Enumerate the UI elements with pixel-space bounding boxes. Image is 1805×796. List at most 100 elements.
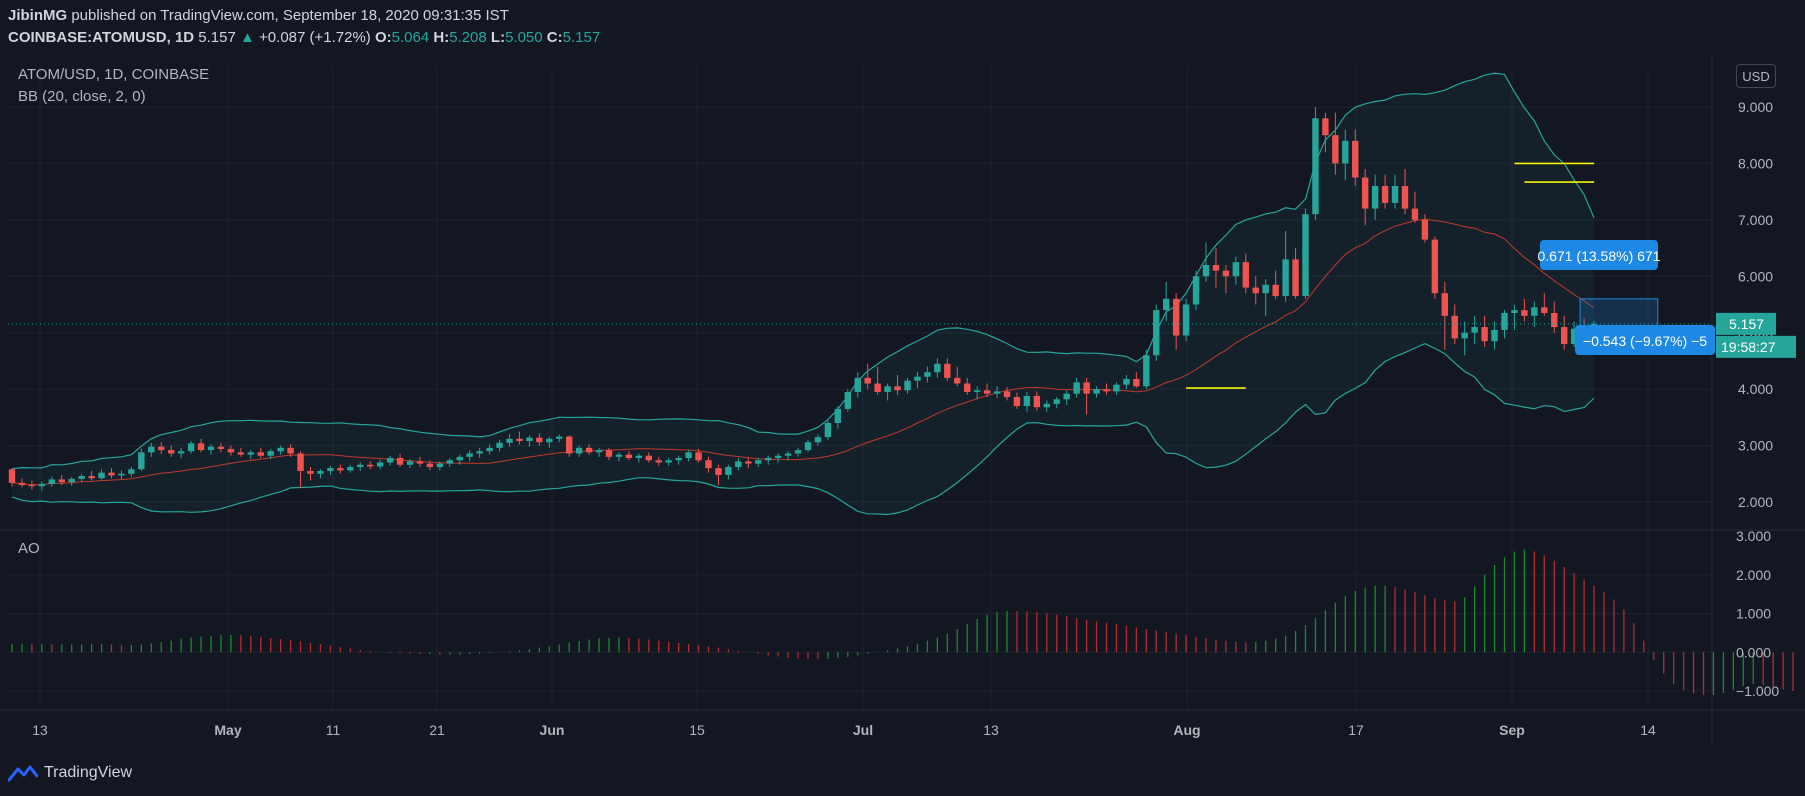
candle-body [347,467,354,471]
candle [28,480,36,490]
candle [854,372,861,398]
candle-body [725,467,732,475]
candle-body [138,452,145,470]
candle-body [755,460,762,464]
candle-body [128,469,135,474]
price-tick-label: 4.000 [1738,381,1773,397]
candle [934,358,941,378]
candle [78,473,85,483]
candle-body [774,455,782,458]
candle [1451,304,1458,344]
candle [1262,279,1269,316]
candle [993,386,1001,399]
candle [108,468,115,479]
candle-body [396,457,404,465]
candle-body [426,463,434,468]
candle-body [118,473,125,476]
measure-callout-up [1540,240,1658,270]
candle-body [685,452,692,458]
candle [158,442,165,455]
candle [516,431,523,445]
candle [446,457,453,468]
candle-body [645,455,652,461]
candle [307,467,314,481]
bb-lower [11,342,1595,516]
candle-body [1053,399,1060,404]
time-tick-label: 14 [1640,722,1656,738]
candle [1551,301,1558,333]
candle-body [1212,265,1220,271]
candle [118,470,125,480]
candle-body [78,476,85,479]
candle-body [1551,312,1558,328]
footer-logo[interactable]: TradingView [8,760,132,786]
candle-body [605,450,613,457]
candle-body [1491,329,1498,342]
countdown-text: 19:58:27 [1721,339,1776,355]
currency-unit-button[interactable]: USD [1736,64,1776,88]
time-tick-label: 17 [1348,722,1364,738]
time-tick-label: 11 [326,722,341,738]
candle-body [1222,270,1230,277]
candle-body [844,391,851,409]
candle [735,457,742,471]
candle-body [904,380,911,391]
candle [197,438,205,453]
candle-body [1043,403,1050,408]
candle-body [874,383,881,392]
candle-body [177,451,185,454]
candle-body [277,447,284,452]
candle-body [376,462,384,467]
candle-body [1013,397,1021,407]
candle [1570,321,1578,347]
candles [8,107,1598,491]
price-chart[interactable]: 0.671 (13.58%) 671 −0.543 (−9.67%) −5 2.00… [0,56,1805,750]
candle-body [1153,310,1160,356]
candle-body [1481,327,1488,342]
candle-body [436,463,444,468]
measure-callout-up-text: 0.671 (13.58%) 671 [1538,248,1661,264]
candle [1312,107,1319,220]
candle [347,464,354,473]
candle-body [804,442,812,451]
candle [1153,304,1160,361]
author-name[interactable]: JibinMG [8,7,68,24]
candle-body [1352,140,1359,178]
candle-body [1033,395,1041,408]
ao-tick-label: 3.000 [1736,528,1771,544]
candle [1063,390,1070,405]
candle [914,372,921,389]
last-price-badge-text: 5.157 [1729,316,1764,332]
candle-body [1381,186,1389,203]
candle-body [1521,310,1528,316]
ao-legend: AO [18,540,40,557]
candle [1053,397,1060,409]
open-value: 5.064 [391,29,430,46]
candle-body [247,452,254,455]
bb-fill [12,73,1594,515]
candle [615,452,623,462]
candle-body [367,464,374,467]
candle-body [1282,259,1289,297]
close-label: C: [546,29,563,46]
candle-body [1023,395,1031,407]
candle-body [765,457,772,461]
candle [824,420,832,440]
candle [665,457,672,466]
candle [844,389,851,412]
candle [8,468,16,487]
candle [1461,321,1468,356]
price-tick-label: 8.000 [1738,155,1773,171]
candle [874,366,881,395]
candle [1411,191,1419,223]
candle-body [954,377,961,384]
last-price-badge [1716,312,1776,335]
candle-body [566,436,573,454]
candle-body [217,446,225,449]
candle [765,455,772,465]
candle-body [297,453,304,471]
candle [964,377,971,395]
candle [1561,315,1568,350]
price-tick-label: 7.000 [1738,212,1773,228]
candle [217,442,225,453]
